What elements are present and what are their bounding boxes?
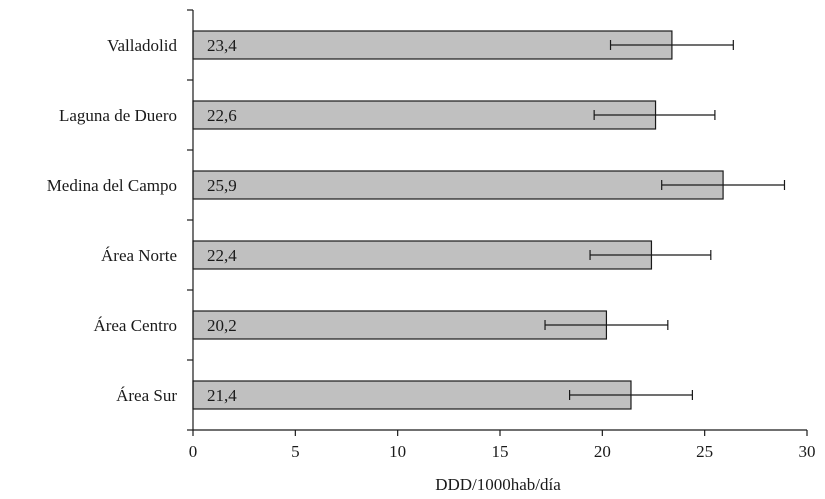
bar xyxy=(192,170,724,200)
x-tick-label: 15 xyxy=(492,442,509,461)
bar-value-label: 21,4 xyxy=(207,386,237,405)
x-tick-label: 0 xyxy=(189,442,198,461)
axes-layer xyxy=(187,9,808,436)
x-tick-label: 25 xyxy=(696,442,713,461)
bars-layer xyxy=(192,30,724,410)
bar xyxy=(192,30,673,60)
bar xyxy=(192,380,632,410)
x-tick-label: 20 xyxy=(594,442,611,461)
error-bars-layer xyxy=(544,40,786,400)
x-tick-label: 30 xyxy=(799,442,816,461)
bar-value-label: 22,6 xyxy=(207,106,237,125)
bar xyxy=(192,310,608,340)
category-label: Área Sur xyxy=(116,386,177,405)
category-label: Valladolid xyxy=(107,36,177,55)
bar-value-label: 25,9 xyxy=(207,176,237,195)
category-label: Laguna de Duero xyxy=(59,106,177,125)
labels-layer: 23,4 Valladolid 22,6 Laguna de Duero 25,9 Med… xyxy=(47,36,816,461)
category-label: Área Centro xyxy=(93,316,177,335)
category-label: Área Norte xyxy=(101,246,177,265)
bar-value-label: 20,2 xyxy=(207,316,237,335)
x-tick-label: 10 xyxy=(389,442,406,461)
x-tick-label: 5 xyxy=(291,442,300,461)
bar xyxy=(192,240,653,270)
category-label: Medina del Campo xyxy=(47,176,177,195)
bar-value-label: 23,4 xyxy=(207,36,237,55)
bar-value-label: 22,4 xyxy=(207,246,237,265)
x-axis-title: DDD/1000hab/día xyxy=(435,475,561,494)
bar xyxy=(192,100,657,130)
